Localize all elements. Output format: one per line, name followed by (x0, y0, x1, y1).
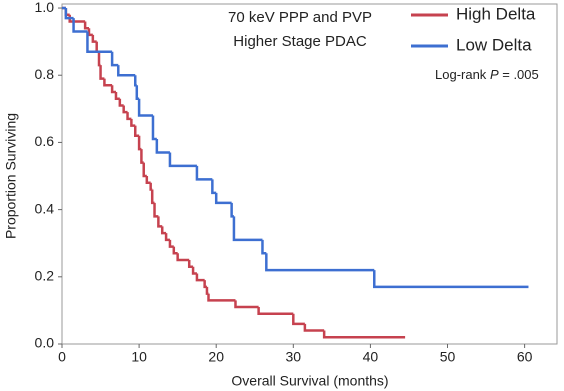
survival-step (205, 286, 209, 295)
survival-step (187, 260, 194, 268)
survival-step (87, 28, 93, 37)
x-tick-label: 60 (517, 349, 533, 365)
survival-step (373, 270, 529, 289)
survival-step (142, 162, 147, 178)
survival-step (191, 266, 197, 275)
survival-step (230, 202, 234, 218)
survival-step (172, 246, 178, 255)
log-rank-p: P (490, 67, 499, 82)
x-tick-label: 10 (131, 349, 147, 365)
x-tick-label: 30 (286, 349, 302, 365)
y-tick-label: 0.4 (35, 200, 55, 216)
survival-step (176, 253, 190, 262)
survival-step (64, 8, 74, 20)
legend-label: Low Delta (456, 35, 532, 54)
plot-frame (61, 3, 558, 345)
survival-step (99, 65, 105, 80)
survival-step (118, 98, 124, 107)
survival-step (322, 330, 406, 339)
x-tick-label: 20 (208, 349, 224, 365)
survival-step (137, 98, 153, 117)
survival-step (137, 135, 142, 151)
annotation: Higher Stage PDAC (233, 33, 367, 50)
survival-step (157, 216, 163, 228)
survival-step (151, 115, 157, 141)
y-tick-label: 0.8 (35, 66, 55, 82)
survival-step (135, 85, 140, 100)
survival-step (303, 323, 325, 332)
survival-step (140, 149, 144, 164)
y-axis-label: Proportion Surviving (3, 113, 19, 239)
survival-step (203, 280, 207, 289)
survival-step (257, 307, 294, 316)
survival-step (168, 152, 197, 168)
survival-step (160, 226, 167, 235)
legend-label: High Delta (456, 4, 536, 23)
survival-step (261, 239, 267, 255)
x-tick-label: 40 (363, 349, 379, 365)
survival-step (292, 313, 305, 326)
y-tick-label: 0.2 (35, 268, 55, 284)
survival-step (122, 105, 128, 114)
survival-step (133, 75, 137, 87)
survival-step (234, 300, 259, 309)
survival-step (207, 293, 236, 302)
log-rank-value: = .005 (502, 67, 539, 82)
survival-step (95, 41, 100, 53)
survival-step (153, 202, 159, 218)
x-axis-label: Overall Survival (months) (231, 373, 388, 389)
survival-step (155, 139, 170, 154)
survival-step (149, 182, 153, 191)
survival-step (97, 51, 101, 67)
survival-step (214, 192, 232, 205)
annotation: 70 keV PPP and PVP (228, 9, 372, 26)
survival-step (110, 51, 119, 67)
survival-step (168, 239, 174, 248)
y-tick-label: 0.0 (35, 335, 55, 351)
survival-step (164, 233, 170, 242)
survival-step (150, 189, 155, 205)
survival-step (83, 21, 89, 30)
survival-step (91, 34, 97, 43)
survival-step (103, 78, 113, 87)
y-tick-label: 0.6 (35, 133, 55, 149)
log-rank-text: Log-rank (435, 67, 487, 82)
x-tick-label: 0 (58, 349, 66, 365)
survival-step (195, 273, 205, 282)
survival-step (126, 112, 132, 121)
y-tick-label: 1.0 (35, 0, 55, 15)
survival-step (72, 18, 88, 33)
survival-step (232, 216, 263, 242)
survival-step (265, 253, 375, 272)
survival-step (86, 31, 113, 53)
log-rank: Log-rank P = .005 (435, 67, 539, 82)
survival-step (133, 125, 140, 137)
survival-step (195, 165, 213, 181)
x-tick-label: 50 (440, 349, 456, 365)
survival-step (110, 85, 116, 94)
survival-step (117, 65, 136, 77)
survival-step (130, 118, 136, 127)
survival-step (145, 176, 151, 184)
survival-step (211, 179, 217, 195)
survival-step (114, 92, 120, 100)
